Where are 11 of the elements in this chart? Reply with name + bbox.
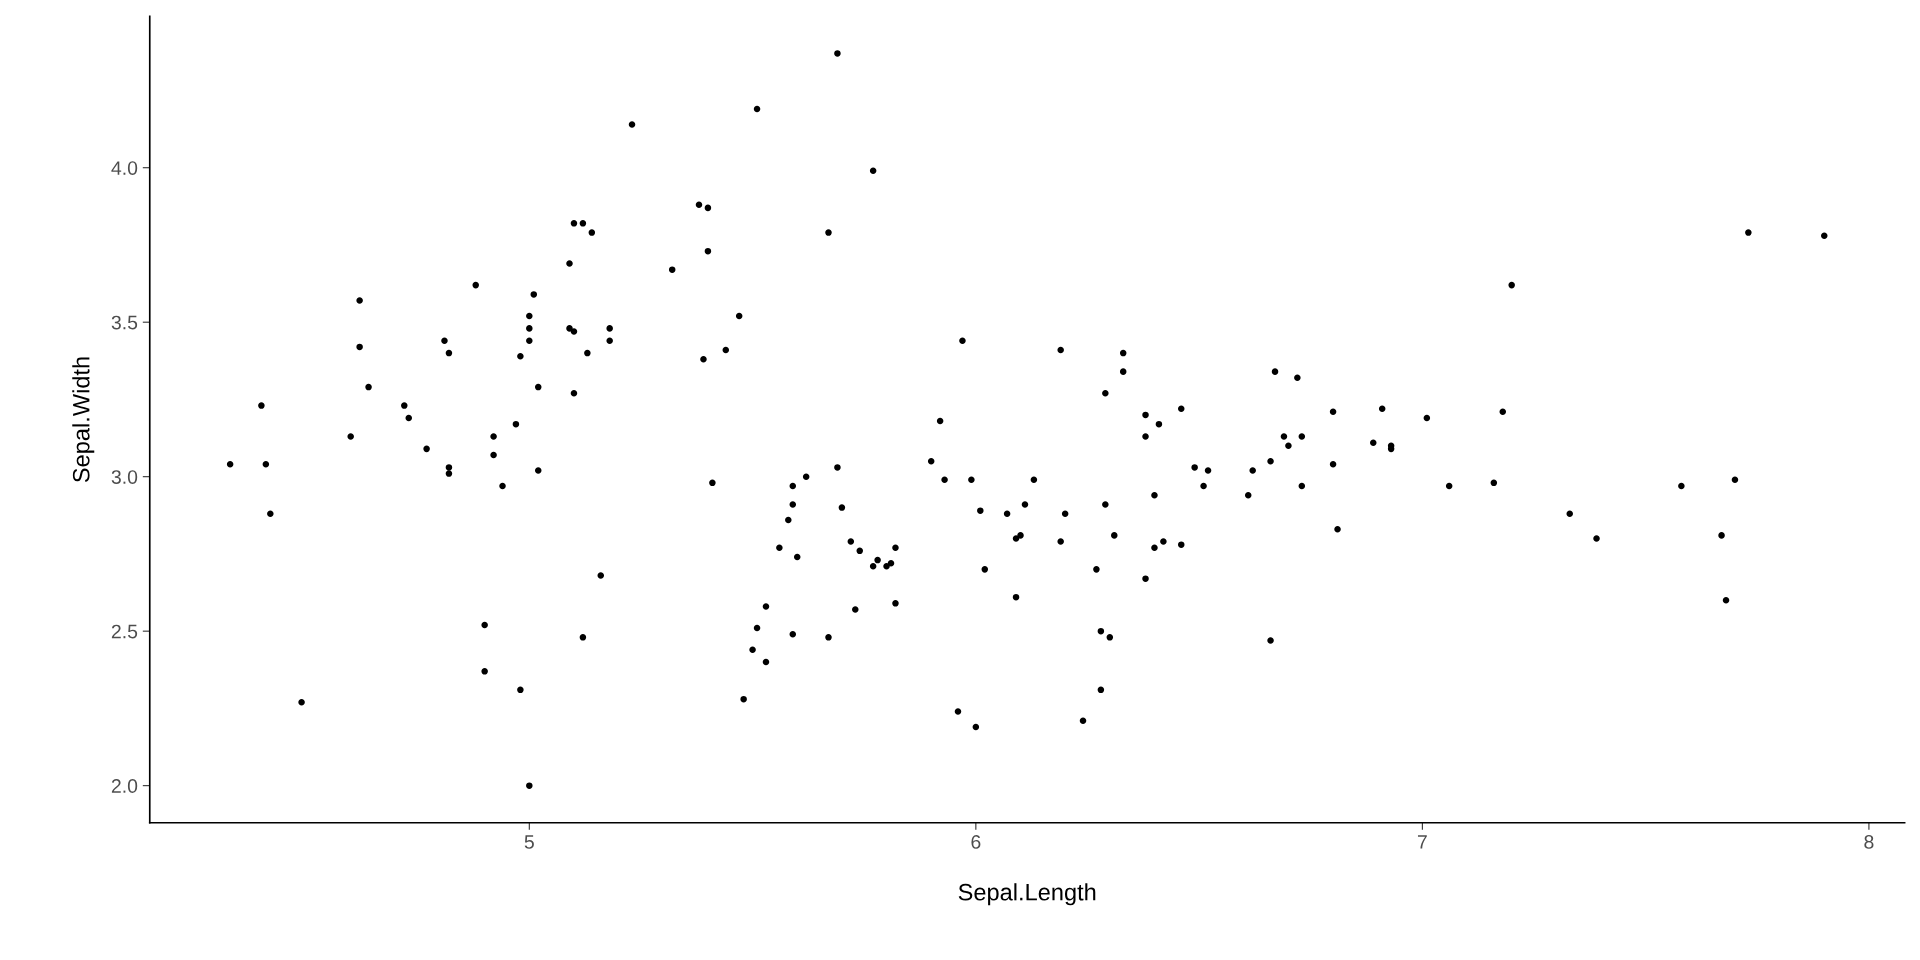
y-tick-label: 4.0 xyxy=(111,161,138,175)
y-tick-label: 3.0 xyxy=(111,470,138,484)
x-tick-label: 6 xyxy=(971,835,981,849)
x-tick-label: 8 xyxy=(1864,835,1874,849)
x-tick-label: 7 xyxy=(1417,835,1427,849)
x-axis-title: Sepal.Length xyxy=(958,883,1096,906)
y-tick-label: 2.0 xyxy=(111,779,138,793)
y-axis-title: Sepal.Width xyxy=(72,357,95,483)
x-tick-label: 5 xyxy=(524,835,534,849)
y-tick-label: 2.5 xyxy=(111,624,138,639)
y-tick-label: 3.5 xyxy=(111,315,138,330)
